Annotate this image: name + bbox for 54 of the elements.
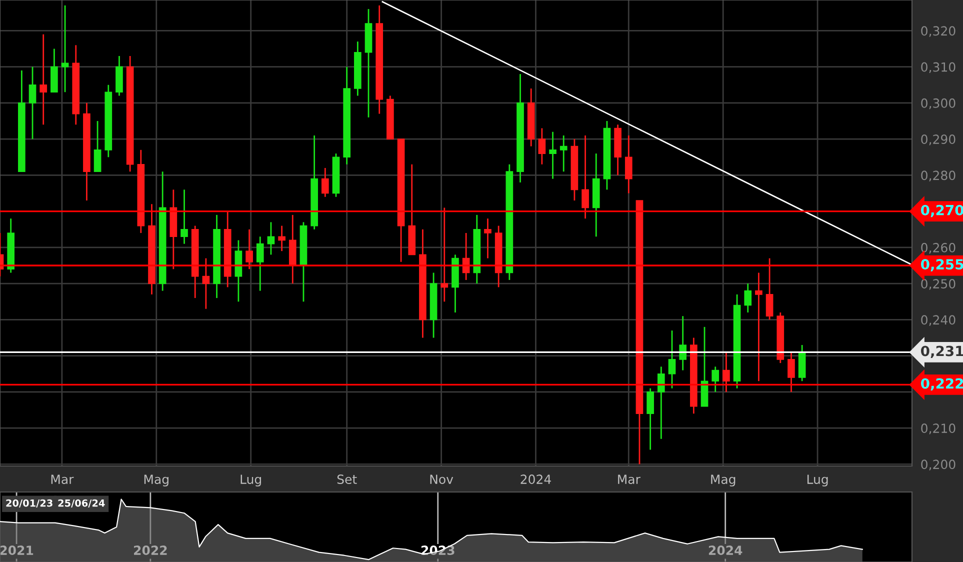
candlestick	[657, 366, 665, 440]
candlestick	[180, 188, 188, 245]
y-tick-label: 0,320	[921, 26, 956, 37]
candlestick	[28, 66, 36, 140]
y-tick-label: 0,280	[921, 170, 956, 182]
x-tick-label: 2022	[134, 546, 167, 556]
candlestick	[321, 167, 329, 198]
candlestick	[766, 258, 774, 320]
y-tick-label: 0,240	[921, 315, 956, 326]
candlestick	[202, 258, 210, 310]
x-tick-label: Mar	[51, 474, 74, 484]
annotation: 20/01/23	[6, 499, 52, 508]
candlestick	[484, 218, 492, 259]
candlestick	[744, 282, 752, 314]
candlestick	[278, 225, 286, 252]
annotation: 25/06/24	[58, 499, 105, 508]
x-tick-label: Nov	[430, 474, 454, 484]
candlestick	[560, 134, 568, 172]
x-tick-label: 2024	[520, 474, 551, 484]
candlestick	[788, 352, 795, 393]
ref-line-label: 0,255	[920, 259, 963, 272]
candlestick	[722, 352, 730, 393]
y-tick-label: 0,260	[921, 242, 956, 254]
candlestick	[624, 134, 632, 194]
candlestick	[246, 228, 253, 270]
ref-line-label: 0,222	[920, 378, 963, 391]
x-tick-label: Mag	[144, 474, 168, 486]
x-tick-label: Set	[337, 474, 357, 484]
y-tick-label: 0,210	[921, 424, 956, 434]
candlestick	[755, 272, 762, 382]
candlestick	[582, 134, 589, 220]
candlestick	[440, 207, 448, 302]
y-tick-label: 0,300	[921, 98, 956, 110]
x-tick-label: Mag	[711, 474, 736, 486]
x-tick-label: 2021	[0, 546, 34, 556]
candlestick	[646, 388, 654, 450]
ref-line-label: 0,231	[920, 346, 963, 358]
y-tick-label: 0,200	[921, 460, 956, 470]
candlestick	[679, 315, 687, 371]
candlestick	[267, 221, 275, 256]
y-tick-label: 0,310	[921, 62, 956, 74]
candlestick	[668, 330, 676, 390]
x-tick-label: Mar	[618, 474, 640, 484]
candlestick	[549, 131, 556, 180]
y-tick-label: 0,250	[921, 279, 956, 290]
candlestick	[712, 366, 720, 393]
y-tick-label: 0,290	[921, 134, 956, 146]
x-tick-label: Lug	[807, 474, 828, 486]
candlestick	[94, 120, 102, 172]
candlestick	[40, 34, 48, 126]
x-tick-label: Lug	[240, 474, 262, 486]
candlestick	[538, 128, 546, 166]
candlestick	[256, 236, 264, 292]
x-tick-label: 2024	[708, 546, 742, 556]
